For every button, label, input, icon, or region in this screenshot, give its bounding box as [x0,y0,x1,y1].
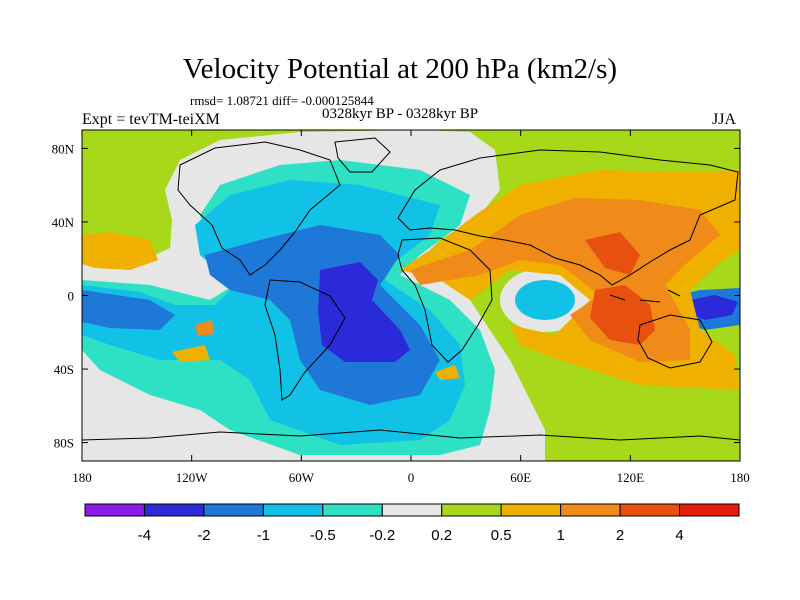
y-tick-label: 0 [68,289,75,304]
colorbar-level-label: 2 [616,527,624,544]
colorbar-level-label: -0.5 [310,527,336,544]
band-pos-2 [195,198,720,362]
colorbar-swatch [143,503,205,517]
coastlines [82,137,740,441]
x-axis-labels: 180 120W 60W 0 60E 120E 180 [72,470,750,485]
coast-islands-se-asia [609,289,681,303]
colorbar-swatch [560,503,621,517]
band-pos-4 [585,232,655,345]
statistics-label: rmsd= 1.08721 diff= -0.000125844 [190,93,374,108]
x-tick-label: 120W [176,470,209,485]
coast-south-america [264,279,346,401]
colorbar-swatch [500,503,562,517]
coast-north-america [177,141,341,276]
axis-ticks [81,130,741,461]
x-tick-label: 60E [510,470,531,485]
contour-fill [82,130,740,461]
coast-europe-asia [397,149,739,286]
band-neg-2 [318,262,738,362]
y-tick-label: 40S [54,362,74,377]
colorbar-swatch [203,503,264,517]
x-tick-label: 180 [72,470,92,485]
x-tick-label: 60W [289,470,315,485]
colorbar-swatch [441,503,502,517]
colorbar-swatch [679,503,740,517]
colorbar [84,503,740,517]
colorbar-level-label: 1 [556,527,564,544]
colorbar-labels: -4 -2 -1 -0.5 -0.2 0.2 0.5 1 2 4 [138,527,684,544]
coast-antarctica [82,429,740,441]
experiment-label: Expt = tevTM-teiXM [82,111,220,128]
colorbar-swatch [381,503,443,517]
colorbar-swatch [262,503,324,517]
y-tick-label: 80S [54,436,74,451]
plot-title: Velocity Potential at 200 hPa (km2/s) [182,53,618,85]
coast-australia [637,314,713,369]
colorbar-level-label: -1 [257,527,270,544]
colorbar-swatch [322,503,383,517]
x-tick-label: 180 [730,470,750,485]
period-label: 0328kyr BP - 0328kyr BP [322,106,479,122]
colorbar-level-label: -2 [197,527,210,544]
y-tick-label: 40N [52,215,75,230]
colorbar-level-label: 4 [675,527,683,544]
eddy-cyan [515,280,575,320]
colorbar-swatch [619,503,681,517]
y-tick-label: 80N [52,141,75,156]
coast-greenland [334,137,391,173]
colorbar-level-label: -0.2 [369,527,395,544]
x-tick-label: 0 [408,470,415,485]
x-tick-label: 120E [617,470,645,485]
colorbar-level-label: 0.5 [491,527,512,544]
coast-africa [397,237,493,363]
season-label: JJA [712,111,737,128]
colorbar-level-label: -4 [138,527,151,544]
colorbar-level-label: 0.2 [431,527,452,544]
y-axis-labels: 80N 40N 0 40S 80S [52,141,75,450]
colorbar-swatch [84,503,145,517]
